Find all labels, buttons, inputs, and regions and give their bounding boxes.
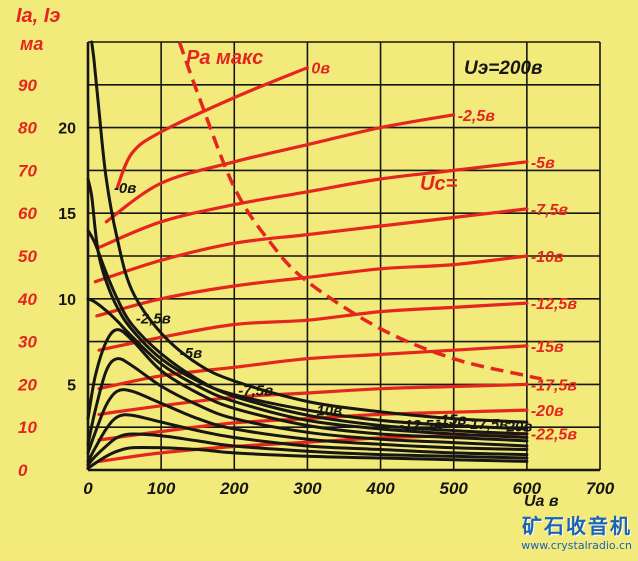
screen-series-label: -15в [436,412,467,429]
condition-label: Uэ=200в [464,58,542,79]
anode-series-line [93,207,529,284]
anode-series-label: -15в [531,339,564,356]
x-tick-label: 100 [147,479,176,498]
anode-series-line [97,301,529,352]
screen-series-label: -12,5в [399,417,442,434]
screen-series-line [90,40,529,424]
anode-series-line [97,408,529,442]
y-left-tick-label: 20 [17,375,37,394]
anode-series-label: -20в [531,403,564,420]
anode-series-group: 0в-2,5в-5в-7,5в-10в-12,5в-15в-17,5в-20в-… [93,61,577,463]
anode-series-label: -17,5в [531,377,577,394]
y-left-tick-label: 90 [18,76,37,95]
screen-series-group: -0в -2,5в -5в -7,5в -10в -12,5в-15в-17,5в-20в [86,40,533,470]
x-tick-label: 300 [293,479,322,498]
screen-series-label: -5в [180,345,202,362]
screen-series-line [86,228,529,436]
anode-series-line [104,113,456,224]
pmax-curve [177,41,542,381]
screen-series-line [86,328,529,443]
screen-series-label: -2,5в [136,311,171,328]
y-axis-label-line2: ма [20,34,43,54]
x-tick-label: 600 [513,479,542,498]
anode-series-label: -5в [531,155,555,172]
screen-series-label: -17,5в [465,416,508,433]
pmax-curve-group [177,41,542,381]
anode-series-label: -10в [531,249,564,266]
anode-series-line [97,432,529,463]
screen-series-line [86,413,529,463]
x-tick-label: 700 [586,479,615,498]
screen-series-line [86,445,529,470]
screen-series-line [86,432,529,467]
y-left-tick-label: 0 [18,461,28,480]
anode-series-line [115,66,309,190]
anode-series-label: -12,5в [531,296,577,313]
screen-series-label: -0в [114,180,136,197]
screen-series-label: -7,5в [238,383,273,400]
anode-series-label: -7,5в [531,202,569,219]
x-tick-label: 0 [83,479,93,498]
anode-series-line [95,254,529,318]
screen-series-line [86,177,529,431]
x-tick-label: 500 [440,479,469,498]
watermark: 矿石收音机 www.crystalradio.cn [521,510,632,552]
anode-series-label: 0в [311,61,330,78]
y-axis-label-line1: Iа, Iэ [16,5,60,27]
axes: 0 100 200 300 400 500 600 700 0 10 20 30 40 50 60 70 80 9… [17,42,615,498]
screen-series-line [86,357,529,448]
y-left-tick-label: 80 [18,119,37,138]
anode-series-line [97,382,529,416]
watermark-url: www.crystalradio.cn [521,539,632,552]
x-tick-label: 200 [219,479,249,498]
uc-label: Uс= [420,173,458,195]
anode-series-label: -2,5в [458,108,496,125]
pmax-label: Pа макс [186,47,263,69]
y-inner-tick-label: 5 [67,377,76,394]
screen-series-label: -10в [311,402,342,419]
x-tick-label: 400 [365,479,395,498]
y-left-tick-label: 40 [17,290,37,309]
y-left-tick-label: 70 [18,161,37,180]
anode-series-line [97,344,529,391]
y-left-tick-label: 60 [18,204,37,223]
y-inner-tick-label: 20 [58,121,76,138]
labels: Iа, Iэ ма Uэ=200в Pа макс Uс= Uа в [16,5,559,510]
anode-series-label: -22,5в [531,427,577,444]
screen-series-line [86,388,529,455]
x-axis-label: Uа в [524,493,559,510]
y-inner-tick-label: 10 [58,292,76,309]
y-left-tick-label: 10 [18,418,37,437]
y-inner-tick-label: 15 [58,206,76,223]
y-left-tick-label: 50 [18,247,37,266]
y-left-tick-label: 30 [18,333,37,352]
watermark-title: 矿石收音机 [522,514,632,538]
anode-series-line [97,160,529,249]
screen-series-line [86,297,529,439]
screen-series-label: -20в [502,418,533,435]
